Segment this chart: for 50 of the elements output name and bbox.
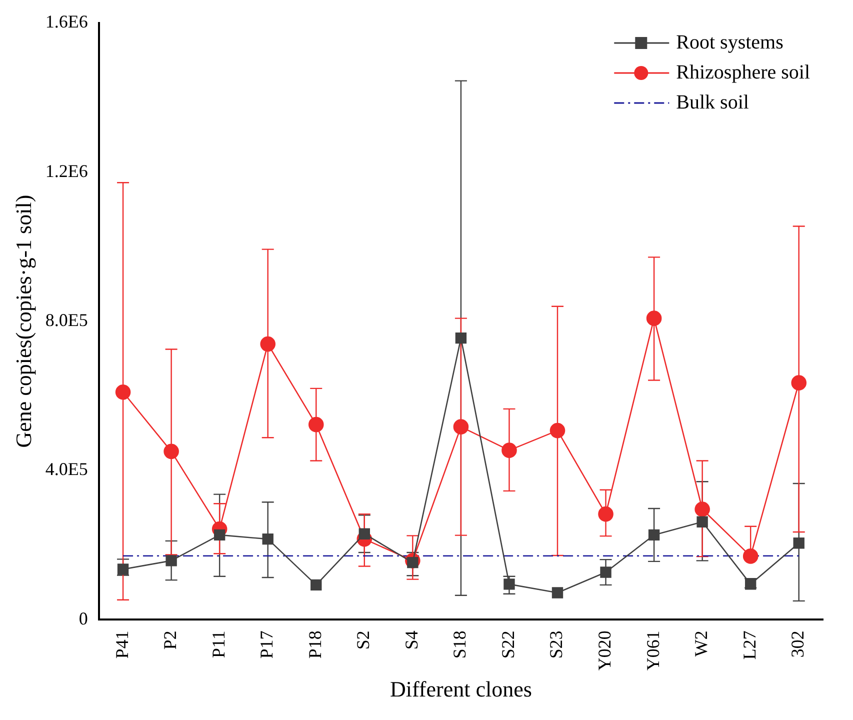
point — [696, 516, 708, 528]
point — [117, 564, 129, 575]
y-axis-title: Gene copies(copies·g-1 soil) — [10, 194, 36, 448]
point — [791, 375, 807, 390]
x-tick-label: Y020 — [594, 630, 615, 671]
point — [453, 419, 469, 434]
x-tick-label: S23 — [546, 630, 566, 659]
legend-label: Bulk soil — [676, 91, 750, 114]
x-tick-label: W2 — [691, 630, 712, 657]
point — [166, 555, 177, 566]
point — [552, 587, 564, 598]
point — [308, 416, 324, 432]
point — [504, 578, 515, 590]
legend-label: Rhizosphere soil — [676, 61, 810, 84]
point — [260, 336, 276, 352]
x-tick-label: Y061 — [642, 630, 663, 671]
y-tick-label: 0 — [78, 608, 88, 628]
y-tick-label: 4.0E5 — [45, 459, 88, 480]
x-tick-label: L27 — [739, 630, 760, 660]
point — [646, 310, 662, 326]
x-tick-label: P2 — [160, 630, 180, 650]
point — [164, 444, 179, 460]
x-tick-label: P11 — [208, 630, 228, 658]
y-tick-label: 1.2E6 — [45, 160, 88, 181]
x-tick-label: P17 — [256, 630, 277, 659]
x-axis-title: Different clones — [390, 676, 532, 702]
point — [262, 533, 274, 545]
x-tick-label: P41 — [112, 630, 132, 659]
point — [115, 384, 131, 400]
point — [694, 502, 710, 517]
point — [310, 579, 322, 591]
y-tick-label: 8.0E5 — [45, 310, 88, 330]
y-tick-label: 1.6E6 — [45, 12, 88, 32]
legend-label: Root systems — [676, 31, 784, 54]
point — [214, 529, 226, 541]
point — [742, 548, 758, 564]
x-tick-label: S22 — [498, 630, 518, 659]
point — [502, 442, 517, 458]
point — [358, 528, 370, 540]
point — [598, 506, 614, 522]
point — [550, 422, 566, 438]
point — [793, 538, 804, 549]
x-tick-label: S4 — [401, 630, 422, 650]
x-tick-label: 302 — [788, 630, 808, 658]
point — [600, 566, 612, 578]
x-tick-label: P18 — [304, 630, 325, 659]
x-tick-label: S18 — [450, 630, 470, 659]
point — [455, 332, 467, 344]
x-tick-label: S2 — [353, 630, 374, 650]
point — [648, 529, 660, 541]
